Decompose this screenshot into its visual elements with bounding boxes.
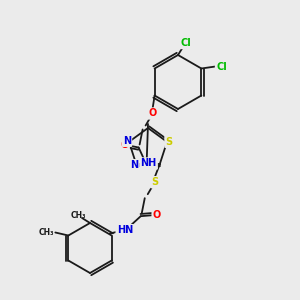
Text: O: O <box>153 210 161 220</box>
Text: Cl: Cl <box>181 38 191 48</box>
Text: O: O <box>148 109 157 118</box>
Text: Cl: Cl <box>216 61 227 71</box>
Text: CH₃: CH₃ <box>70 211 86 220</box>
Text: S: S <box>151 177 158 187</box>
Text: N: N <box>130 160 138 170</box>
Text: S: S <box>166 137 172 147</box>
Text: NH: NH <box>140 158 157 169</box>
Text: HN: HN <box>117 225 133 235</box>
Text: CH₃: CH₃ <box>39 228 54 237</box>
Text: O: O <box>121 140 129 151</box>
Text: N: N <box>123 136 131 146</box>
